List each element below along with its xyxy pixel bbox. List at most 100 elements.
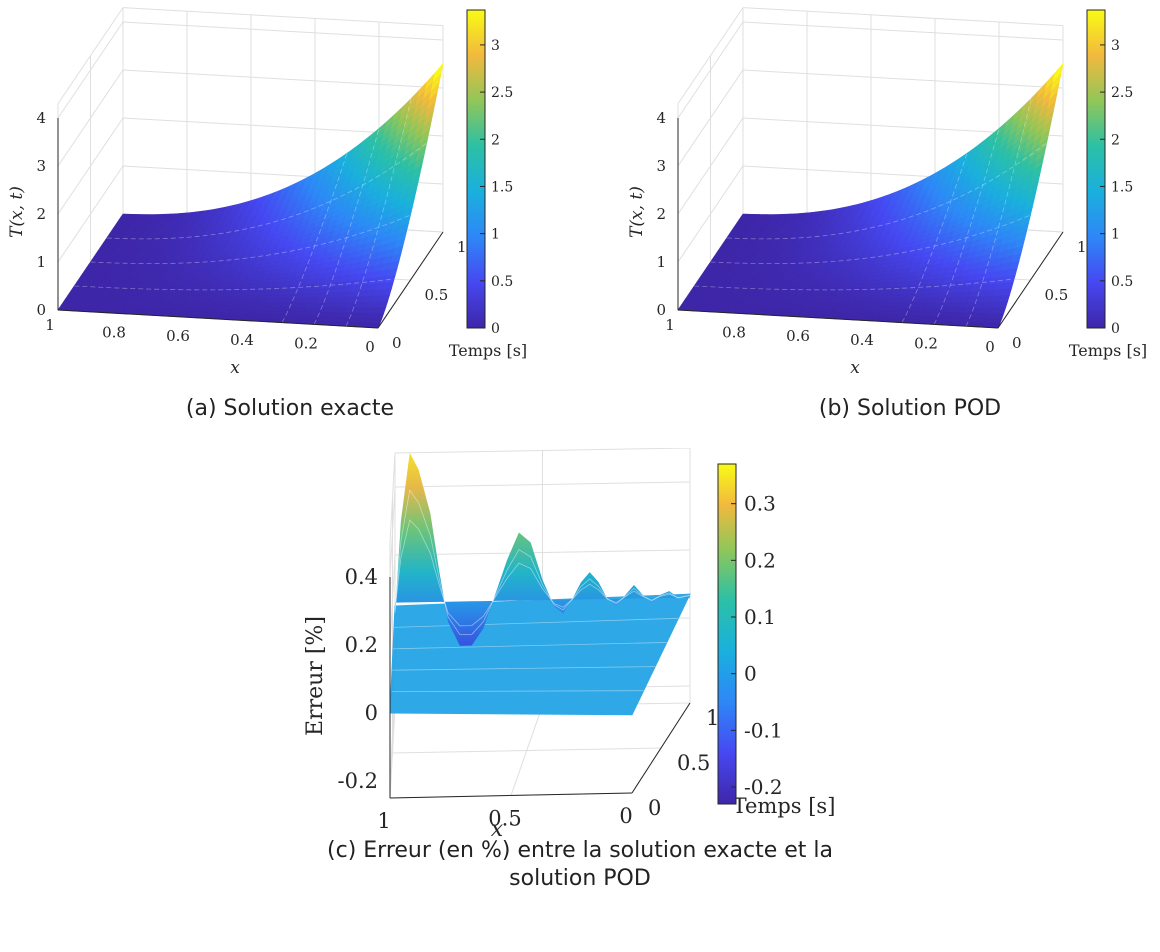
colorbar-tick-label-a: 1 <box>491 227 500 243</box>
caption-b: (b) Solution POD <box>818 396 1002 421</box>
axis-lines-b <box>677 118 1064 329</box>
z-tick-label-c: 0 <box>365 701 378 725</box>
gridline-t-c <box>392 498 662 754</box>
colorbar-tick-label-b: 3 <box>1111 38 1120 54</box>
error-flat-sheet <box>389 593 691 716</box>
z-tick-label-c: -0.2 <box>338 769 379 793</box>
z-tick-label-a: 2 <box>36 205 46 223</box>
sheet-mesh-line <box>392 642 667 650</box>
colorbar-tick-label-a: 3 <box>491 38 500 54</box>
x-tick-label-b: 0 <box>985 338 995 356</box>
box-edge-c <box>394 448 691 454</box>
surface-patch-a <box>375 307 387 314</box>
y-tick-label-a: 0 <box>392 334 402 352</box>
x-tick-label-a: 0.4 <box>230 331 254 349</box>
surface-patch-a <box>379 295 390 303</box>
caption-c-line1: (c) Erreur (en %) entre la solution exac… <box>327 838 833 863</box>
surface-patch-b <box>997 301 1008 309</box>
mesh-line-b <box>694 278 1015 291</box>
z-tick-label-a: 1 <box>36 253 46 271</box>
box-edge-b <box>677 7 744 104</box>
mesh-line-a <box>106 142 427 240</box>
mesh-line-b <box>710 214 1031 265</box>
mesh-line-a <box>90 214 411 265</box>
box-edge-b <box>742 7 1064 27</box>
surface-patch-a <box>377 301 388 309</box>
y-tick-label-b: 0.5 <box>1045 286 1069 304</box>
surface-patch-b <box>991 318 1003 325</box>
z-tick-label-b: 1 <box>656 253 666 271</box>
y-axis-line-c <box>631 702 691 794</box>
colorbar-tick-label-b: 2.5 <box>1111 85 1133 101</box>
colorbar-tick-label-a: 0.5 <box>491 274 513 290</box>
x-axis-label-a: x <box>230 358 240 378</box>
surface-mesh-a <box>74 98 427 327</box>
x-tick-label-b: 0.6 <box>786 327 810 345</box>
x-tick-label-a: 0.6 <box>166 327 190 345</box>
surface-patch-a <box>381 288 392 297</box>
z-tick-label-a: 3 <box>36 157 46 175</box>
colorbar-rect-b <box>1086 9 1106 329</box>
z-tick-label-b: 0 <box>656 301 666 319</box>
sheet-mesh-line <box>390 690 644 693</box>
colorbar-tick-label-a: 1.5 <box>491 179 513 195</box>
colorbar-b: 0 0.5 1 1.5 2 2.5 3 <box>1086 9 1133 337</box>
surface-patch-a <box>373 312 385 320</box>
ridge-mesh-line <box>394 519 691 627</box>
x-axis-line-b <box>677 309 999 329</box>
mesh-line-a <box>313 128 380 325</box>
z-tick-label-a: 0 <box>36 301 46 319</box>
caption-c: (c) Erreur (en %) entre la solution exac… <box>230 837 930 893</box>
surface-b <box>677 62 1064 329</box>
z-tick-label-a: 4 <box>36 109 46 127</box>
mesh-line-b <box>726 142 1047 240</box>
surface-mesh-b <box>694 98 1047 327</box>
colorbar-a: 0 0.5 1 1.5 2 2.5 3 <box>466 9 513 337</box>
surface-patch-b <box>999 295 1010 303</box>
caption-a: (a) Solution exacte <box>185 396 395 421</box>
x-axis-label-c: x <box>491 817 504 842</box>
x-tick-label-a: 0.2 <box>294 334 318 352</box>
ridge-mesh <box>394 489 691 636</box>
x-tick-label-a: 0.8 <box>102 324 126 342</box>
x-axis-line-a <box>57 309 379 329</box>
surface-patch-b <box>993 312 1005 320</box>
y-axis-line-b <box>997 231 1064 329</box>
colorbar-tick-label-b: 2 <box>1111 132 1120 148</box>
colorbar-tick-label-c: 0 <box>744 662 757 686</box>
z-axis-label-b: T(x, t) <box>627 186 647 238</box>
colorbar-rect-a <box>466 9 486 329</box>
colorbar-tick-label-a: 2.5 <box>491 85 513 101</box>
y-tick-label-a: 1 <box>457 238 467 256</box>
y-axis-label-b: Temps [s] <box>1069 341 1147 360</box>
y-tick-label-c: 0 <box>648 796 661 820</box>
axis-lines-a <box>57 118 444 329</box>
y-tick-label-c: 1 <box>706 706 719 730</box>
z-tick-label-c: 0.4 <box>345 565 378 589</box>
mesh-line-a <box>345 98 412 327</box>
z-tick-label-b: 3 <box>656 157 666 175</box>
y-axis-label-a: Temps [s] <box>449 341 527 360</box>
x-tick-label-b: 1 <box>665 316 675 334</box>
surface-patch-a <box>371 318 383 325</box>
colorbar-tick-label-b: 0.5 <box>1111 274 1133 290</box>
z-tick-label-b: 2 <box>656 205 666 223</box>
mesh-line-b <box>965 98 1032 327</box>
y-axis-label-c: Temps [s] <box>733 794 836 818</box>
ridge-mesh-line <box>394 489 691 636</box>
x-tick-label-c: 1 <box>377 809 390 833</box>
mesh-line-a <box>281 153 348 323</box>
colorbar-tick-label-c: 0.2 <box>744 548 776 572</box>
sheet-mesh-line <box>391 666 656 671</box>
y-tick-label-c: 0.5 <box>677 751 710 775</box>
colorbar-rect-c <box>717 463 737 805</box>
x-tick-label-b: 0.2 <box>914 334 938 352</box>
mesh-line-b <box>901 153 968 323</box>
surface-a <box>57 62 444 329</box>
x-axis-label-b: x <box>850 358 860 378</box>
sheet-mesh-line <box>393 617 679 628</box>
